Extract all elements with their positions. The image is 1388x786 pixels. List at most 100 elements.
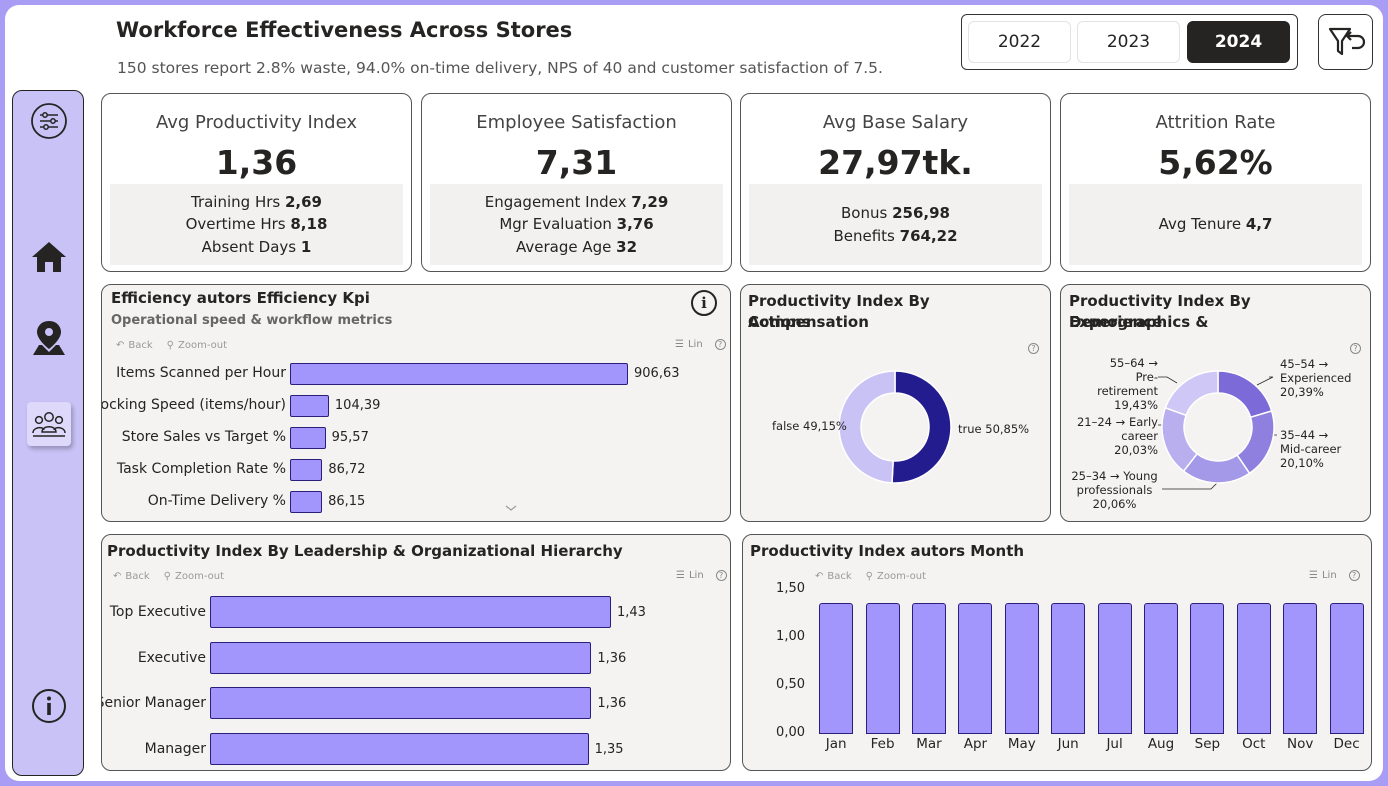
- slice-label-early-career: 21–24 → Early career 20,03%: [1076, 415, 1158, 457]
- bar: [1283, 603, 1318, 734]
- zoom-out-button[interactable]: Zoom-out: [877, 571, 926, 582]
- page-title: Workforce Effectiveness Across Stores: [116, 18, 573, 42]
- bar-value: 1,35: [594, 741, 624, 757]
- compensation-title-line2: Actions: [748, 313, 811, 331]
- slice-label-pre-retirement: 55–64 → Pre-retirement 19,43%: [1097, 356, 1158, 412]
- bar-label: Senior Manager: [101, 695, 206, 711]
- month-label: Mar: [916, 736, 942, 752]
- bar-value: 104,39: [334, 398, 381, 413]
- month-label: Nov: [1287, 736, 1314, 752]
- lin-button[interactable]: Lin: [688, 570, 704, 581]
- chevron-down-icon[interactable]: [504, 503, 518, 513]
- y-tick-label: 1,00: [776, 629, 805, 644]
- clear-filters-button[interactable]: [1318, 14, 1373, 70]
- kpi-sub-value: 2,69: [284, 192, 322, 211]
- month-label: Dec: [1333, 736, 1360, 752]
- zoom-out-button[interactable]: Zoom-out: [178, 340, 227, 351]
- compensation-panel: Productivity Index By Compensation Actio…: [740, 284, 1051, 522]
- back-button[interactable]: Back: [128, 340, 153, 351]
- leadership-panel: Productivity Index By Leadership & Organ…: [101, 534, 731, 771]
- bar: [1097, 603, 1132, 734]
- lin-button[interactable]: Lin: [687, 339, 703, 350]
- kpi-sub-value: 7,29: [631, 192, 669, 211]
- donut-slice: [838, 370, 896, 484]
- filter-sliders-icon[interactable]: [27, 99, 71, 143]
- help-icon[interactable]: ?: [1348, 570, 1360, 581]
- kpi-value: 1,36: [215, 143, 298, 182]
- efficiency-panel: Efficiency autors Efficiency Kpi Operati…: [101, 284, 731, 522]
- bar: [290, 459, 323, 481]
- bar: [912, 603, 946, 734]
- bar-value: 1,36: [597, 696, 627, 711]
- year-2023-button[interactable]: 2023: [1077, 21, 1180, 63]
- kpi-sub-label: Engagement Index: [484, 192, 627, 211]
- bar: [1144, 603, 1178, 734]
- lin-button[interactable]: Lin: [1321, 570, 1337, 581]
- list-icon[interactable]: ☰: [676, 570, 685, 581]
- kpi-value: 5,62%: [1158, 143, 1273, 182]
- bar-value: 95,57: [331, 430, 369, 445]
- back-button[interactable]: Back: [827, 571, 852, 582]
- zoom-out-button[interactable]: Zoom-out: [175, 571, 224, 582]
- back-button[interactable]: Back: [125, 571, 150, 582]
- info-button[interactable]: i: [691, 290, 717, 316]
- kpi-sub-label: Overtime Hrs: [185, 215, 286, 234]
- kpi-sub-value: 1: [300, 237, 312, 256]
- demographics-title-line2: Experience: [1069, 313, 1163, 331]
- info-icon[interactable]: [27, 684, 71, 728]
- bar: [1190, 603, 1225, 734]
- bar: [210, 687, 592, 719]
- bar: [1004, 603, 1039, 734]
- kpi-sub-value: 8,18: [290, 215, 328, 234]
- y-tick-label: 0,00: [776, 725, 805, 740]
- bar-label: Stocking Speed (items/hour): [101, 397, 286, 413]
- zoom-out-icon[interactable]: ⚲: [865, 571, 873, 582]
- month-label: Sep: [1194, 736, 1221, 752]
- kpi-sub-label: Mgr Evaluation: [499, 215, 612, 234]
- month-label: Jan: [825, 736, 847, 752]
- help-icon[interactable]: ?: [1350, 343, 1361, 354]
- monthly-title: Productivity Index autors Month: [750, 542, 1025, 560]
- y-tick-label: 1,50: [776, 581, 805, 596]
- people-icon[interactable]: [27, 402, 71, 446]
- slice-label-experienced: 45–54 → Experienced 20,39%: [1280, 357, 1352, 399]
- page-subtitle: 150 stores report 2.8% waste, 94.0% on-t…: [117, 59, 883, 77]
- zoom-out-icon[interactable]: ⚲: [166, 340, 174, 351]
- donut-slice: [891, 370, 952, 484]
- help-icon[interactable]: ?: [715, 570, 727, 581]
- bar: [1236, 603, 1271, 734]
- month-label: Oct: [1242, 736, 1266, 752]
- month-label: Apr: [963, 736, 988, 752]
- map-pin-icon[interactable]: [27, 317, 71, 361]
- year-slicer: 2022 2023 2024: [961, 14, 1298, 70]
- kpi-sub-label: Absent Days: [201, 237, 297, 256]
- demographics-donut: [1158, 370, 1277, 490]
- back-icon[interactable]: ↶: [815, 571, 824, 582]
- month-label: Jul: [1106, 736, 1123, 752]
- year-2022-button[interactable]: 2022: [968, 21, 1071, 63]
- month-label: Jun: [1057, 736, 1079, 752]
- zoom-out-icon[interactable]: ⚲: [163, 571, 171, 582]
- kpi-sub-label: Avg Tenure: [1158, 215, 1242, 234]
- bar-label: Task Completion Rate %: [116, 461, 286, 477]
- kpi-value: 7,31: [535, 143, 618, 182]
- back-icon[interactable]: ↶: [113, 571, 122, 582]
- back-icon[interactable]: ↶: [116, 340, 125, 351]
- monthly-panel: Productivity Index autors Month ↶ Back ⚲ Z…: [742, 534, 1372, 771]
- bar: [865, 603, 900, 734]
- demographics-title-line1: Productivity Index By Demographics &: [1069, 292, 1251, 331]
- slice-label-young-professionals: 25–34 → Young professionals 20,06%: [1071, 469, 1158, 511]
- bar: [1329, 603, 1364, 734]
- home-icon[interactable]: [27, 235, 71, 279]
- bar: [290, 395, 329, 417]
- kpi-card-attrition: Attrition Rate 5,62% Avg Tenure 4,7: [1060, 93, 1371, 272]
- list-icon[interactable]: ☰: [675, 339, 684, 350]
- help-icon[interactable]: ?: [714, 339, 726, 350]
- year-2024-button[interactable]: 2024: [1187, 21, 1290, 63]
- list-icon[interactable]: ☰: [1309, 570, 1318, 581]
- bar: [210, 732, 589, 765]
- kpi-name: Avg Base Salary: [822, 112, 969, 133]
- filter-reset-icon: [1328, 27, 1365, 56]
- bar-value: 1,43: [617, 605, 646, 620]
- help-icon[interactable]: ?: [1028, 343, 1039, 354]
